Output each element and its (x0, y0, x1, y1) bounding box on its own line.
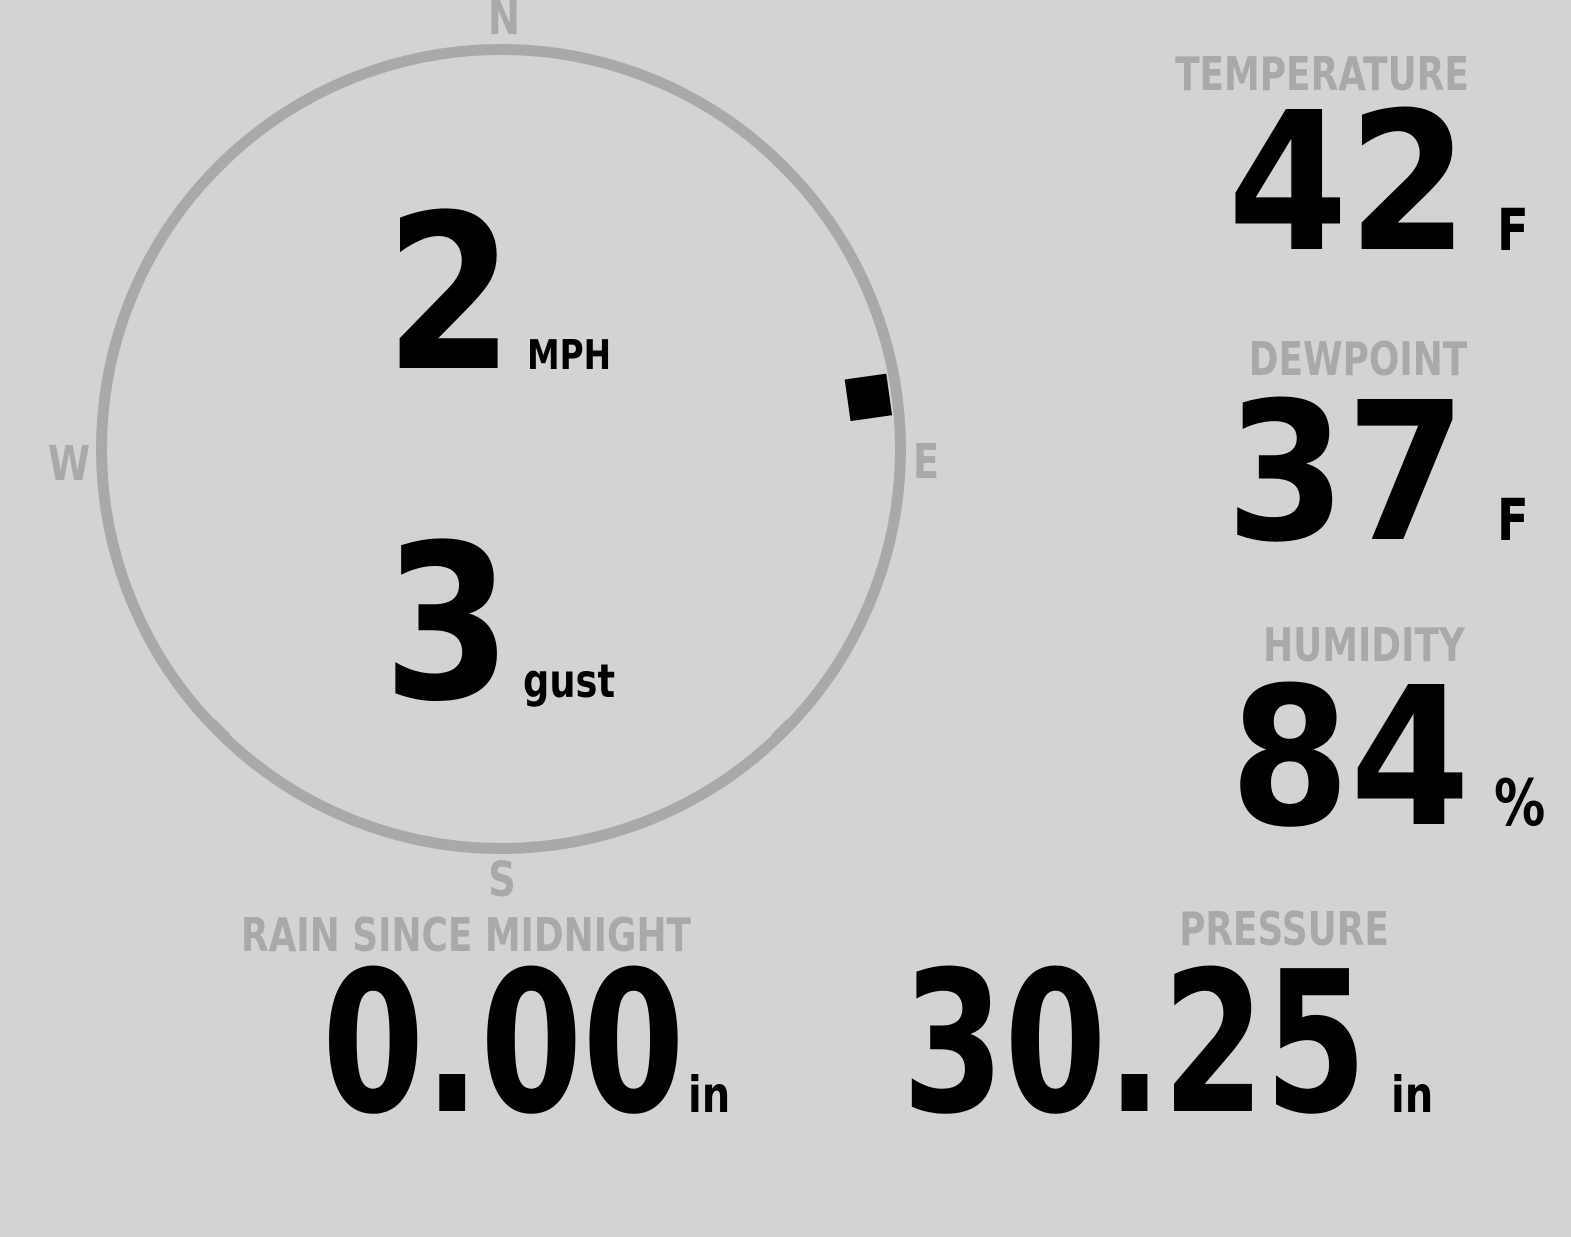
wind-compass-ring (96, 44, 906, 854)
humidity-label: HUMIDITY (1263, 618, 1465, 672)
pressure-unit: in (1391, 1066, 1434, 1124)
rain-value: 0.00 (322, 930, 685, 1158)
compass-label-north: N (487, 0, 521, 46)
wind-gust-unit: gust (523, 654, 616, 708)
humidity-value: 84 (1229, 647, 1470, 870)
rain-label: RAIN SINCE MIDNIGHT (241, 908, 691, 962)
compass-label-south: S (488, 852, 516, 908)
rain-unit: in (688, 1066, 731, 1124)
wind-speed-value: 2 (385, 168, 514, 419)
pressure-label: PRESSURE (1179, 902, 1389, 956)
dewpoint-value: 37 (1225, 362, 1466, 585)
humidity-unit: % (1494, 767, 1546, 841)
compass-label-west: W (47, 436, 91, 492)
dewpoint-label: DEWPOINT (1248, 332, 1468, 386)
temperature-unit: F (1497, 196, 1529, 264)
wind-direction-marker (844, 373, 893, 422)
temperature-value: 42 (1227, 72, 1468, 295)
dewpoint-unit: F (1497, 486, 1529, 554)
compass-label-east: E (912, 434, 940, 490)
wind-speed-unit: MPH (527, 331, 612, 379)
temperature-label: TEMPERATURE (1175, 47, 1469, 101)
wind-gust-value: 3 (383, 498, 512, 749)
pressure-value: 30.25 (902, 930, 1367, 1158)
